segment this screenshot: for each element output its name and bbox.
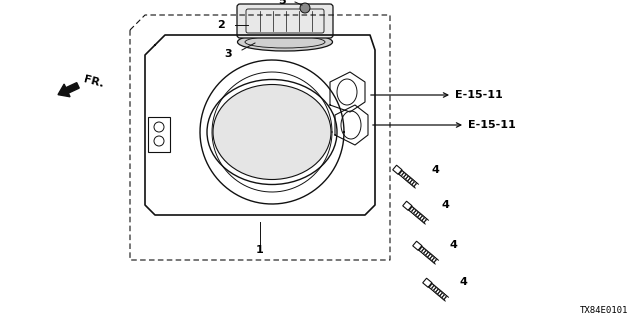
Text: 4: 4 xyxy=(442,200,450,210)
Bar xyxy=(148,117,170,152)
Polygon shape xyxy=(393,165,402,174)
FancyArrow shape xyxy=(58,83,79,97)
Text: 1: 1 xyxy=(256,245,264,255)
Text: 4: 4 xyxy=(460,277,468,287)
Text: 4: 4 xyxy=(450,240,458,250)
Circle shape xyxy=(300,3,310,13)
Text: FR.: FR. xyxy=(82,75,104,90)
Polygon shape xyxy=(422,278,432,287)
Ellipse shape xyxy=(237,33,333,51)
Text: E-15-11: E-15-11 xyxy=(468,120,516,130)
Circle shape xyxy=(154,122,164,132)
Ellipse shape xyxy=(213,84,331,180)
Text: TX84E0101: TX84E0101 xyxy=(580,306,628,315)
FancyBboxPatch shape xyxy=(237,4,333,38)
Text: 2: 2 xyxy=(217,20,225,30)
Text: 5: 5 xyxy=(278,0,286,6)
Text: E-15-11: E-15-11 xyxy=(455,90,503,100)
Text: 4: 4 xyxy=(432,165,440,175)
Polygon shape xyxy=(403,201,412,210)
Polygon shape xyxy=(413,241,422,250)
Circle shape xyxy=(154,136,164,146)
Text: 3: 3 xyxy=(225,49,232,59)
